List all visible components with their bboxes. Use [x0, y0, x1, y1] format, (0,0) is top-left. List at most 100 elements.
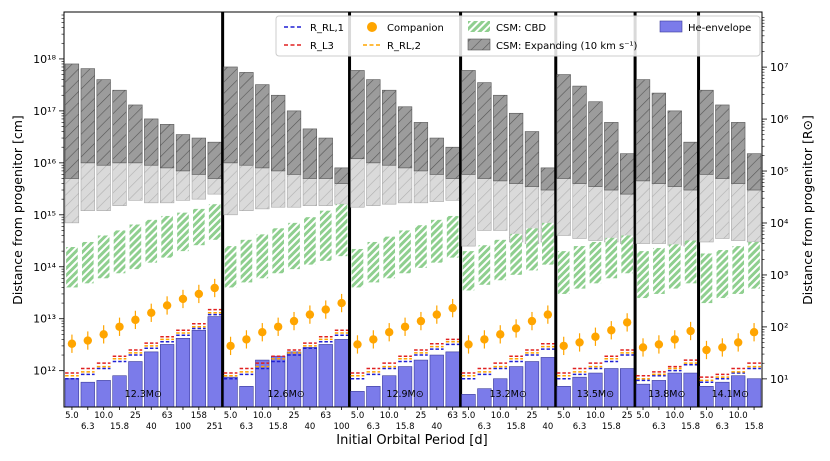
csm-cbd-bar [256, 234, 269, 279]
x-tick-label: 6.3 [716, 422, 730, 432]
csm-expanding-inner-bar [635, 180, 651, 244]
companion-point [559, 341, 568, 351]
x-tick-label: 6.3 [652, 422, 666, 432]
x-tick-label: 25 [416, 411, 427, 421]
csm-expanding-inner-bar [302, 178, 318, 206]
csm-expanding-inner-bar [572, 183, 587, 239]
panel-mass-label: 13.5M⊙ [577, 389, 614, 400]
x-tick-label: 6.3 [240, 422, 254, 432]
csm-expanding-outer-bar [271, 94, 286, 172]
he-envelope-bar [524, 361, 540, 408]
companion-point [670, 335, 679, 344]
csm-expanding-inner-bar [271, 170, 286, 208]
csm-expanding-inner-bar [508, 183, 524, 243]
he-envelope-bar [397, 366, 413, 408]
csm-expanding-inner-bar [112, 162, 127, 206]
csm-expanding-outer-bar [80, 68, 95, 164]
y-tick-label-right: 10² [770, 321, 788, 334]
y-tick-label-right: 10⁵ [770, 165, 788, 178]
csm-cbd-bar [668, 244, 681, 289]
x-tick-label: 5.0 [700, 411, 714, 421]
panel-mass-label: 12.3M⊙ [125, 389, 162, 400]
companion-point [464, 340, 473, 349]
y-tick-label-left: 10¹³ [33, 313, 56, 326]
he-envelope-bar [445, 351, 460, 408]
csm-expanding-outer-bar [223, 66, 238, 164]
csm-expanding-outer-bar [524, 131, 540, 187]
x-tick-label: 10.0 [491, 411, 510, 421]
companion-point [131, 315, 140, 325]
csm-expanding-inner-bar [239, 164, 254, 211]
x-tick-label: 15.8 [745, 422, 764, 432]
csm-expanding-inner-bar [445, 178, 460, 201]
x-tick-label: 25 [289, 411, 300, 421]
x-tick-label: 15.8 [269, 422, 288, 432]
he-envelope-bar [159, 344, 175, 408]
csm-expanding-inner-bar [334, 183, 349, 205]
csm-cbd-bar [542, 222, 554, 265]
csm-expanding-inner-bar [461, 174, 476, 247]
companion-point [258, 328, 267, 337]
companion-point [686, 326, 695, 336]
x-tick-label: 40 [304, 422, 315, 432]
companion-point [162, 301, 172, 310]
csm-expanding-inner-bar [413, 170, 429, 204]
csm-expanding-inner-bar [667, 186, 682, 246]
csm-expanding-outer-bar [334, 167, 349, 184]
csm-expanding-inner-bar [366, 162, 381, 206]
csm-expanding-inner-bar [651, 183, 667, 244]
legend: R_RL,1 R_L3 Companion R_RL,2 CSM: CBD CS… [275, 15, 761, 57]
x-tick-label: 100 [333, 422, 349, 432]
csm-expanding-outer-bar [286, 110, 302, 175]
csm-cbd-bar [240, 239, 253, 283]
he-envelope-bar [366, 386, 381, 408]
y-tick-label-right: 10¹ [770, 373, 788, 386]
csm-expanding-inner-bar [144, 164, 159, 204]
x-tick-label: 15.8 [681, 422, 700, 432]
csm-cbd-bar [161, 215, 173, 258]
csm-expanding-outer-bar [413, 122, 429, 172]
csm-cbd-bar [621, 235, 633, 274]
csm-cbd-bar [113, 230, 126, 274]
legend-expanding-swatch [467, 38, 491, 51]
x-tick-label: 15.8 [602, 422, 621, 432]
he-envelope-bar [80, 381, 95, 408]
csm-cbd-bar [81, 241, 94, 284]
x-tick-label: 40 [146, 422, 157, 432]
panel-mass-label: 12.6M⊙ [267, 389, 304, 400]
csm-expanding-inner-bar [96, 164, 111, 211]
x-tick-label: 251 [207, 422, 223, 432]
csm-cbd-bar [589, 241, 602, 284]
y-tick-label-right: 10⁷ [770, 61, 788, 74]
csm-expanding-inner-bar [223, 162, 238, 216]
x-tick-label: 63 [162, 411, 173, 421]
companion-point [527, 316, 537, 326]
x-tick-label: 6.3 [478, 422, 492, 432]
csm-expanding-inner-bar [683, 189, 698, 247]
csm-expanding-inner-bar [286, 174, 302, 208]
legend-cbd-label: CSM: CBD [496, 23, 546, 34]
csm-expanding-outer-bar [64, 63, 80, 179]
csm-cbd-bar [462, 251, 475, 291]
x-tick-label: 6.3 [81, 422, 95, 432]
companion-point [702, 345, 711, 355]
companion-point [734, 338, 743, 347]
companion-point [480, 335, 489, 344]
x-tick-label: 40 [431, 422, 442, 432]
plot-frame [63, 11, 763, 408]
csm-expanding-outer-bar [96, 79, 111, 166]
csm-expanding-outer-bar [239, 72, 254, 166]
x-tick-label: 25 [527, 411, 538, 421]
companion-point [289, 316, 299, 326]
he-envelope-bar [128, 361, 143, 408]
csm-expanding-inner-bar [64, 178, 80, 224]
x-tick-label: 10.0 [729, 411, 748, 421]
he-envelope-bar [239, 386, 254, 408]
csm-expanding-outer-bar [382, 89, 397, 166]
csm-expanding-inner-bar [699, 174, 714, 243]
csm-expanding-outer-bar [731, 122, 746, 184]
csm-cbd-bar [224, 246, 237, 288]
csm-cbd-bar [193, 208, 205, 246]
csm-expanding-outer-bar [620, 153, 635, 195]
y-tick-label-right: 10³ [770, 269, 788, 282]
